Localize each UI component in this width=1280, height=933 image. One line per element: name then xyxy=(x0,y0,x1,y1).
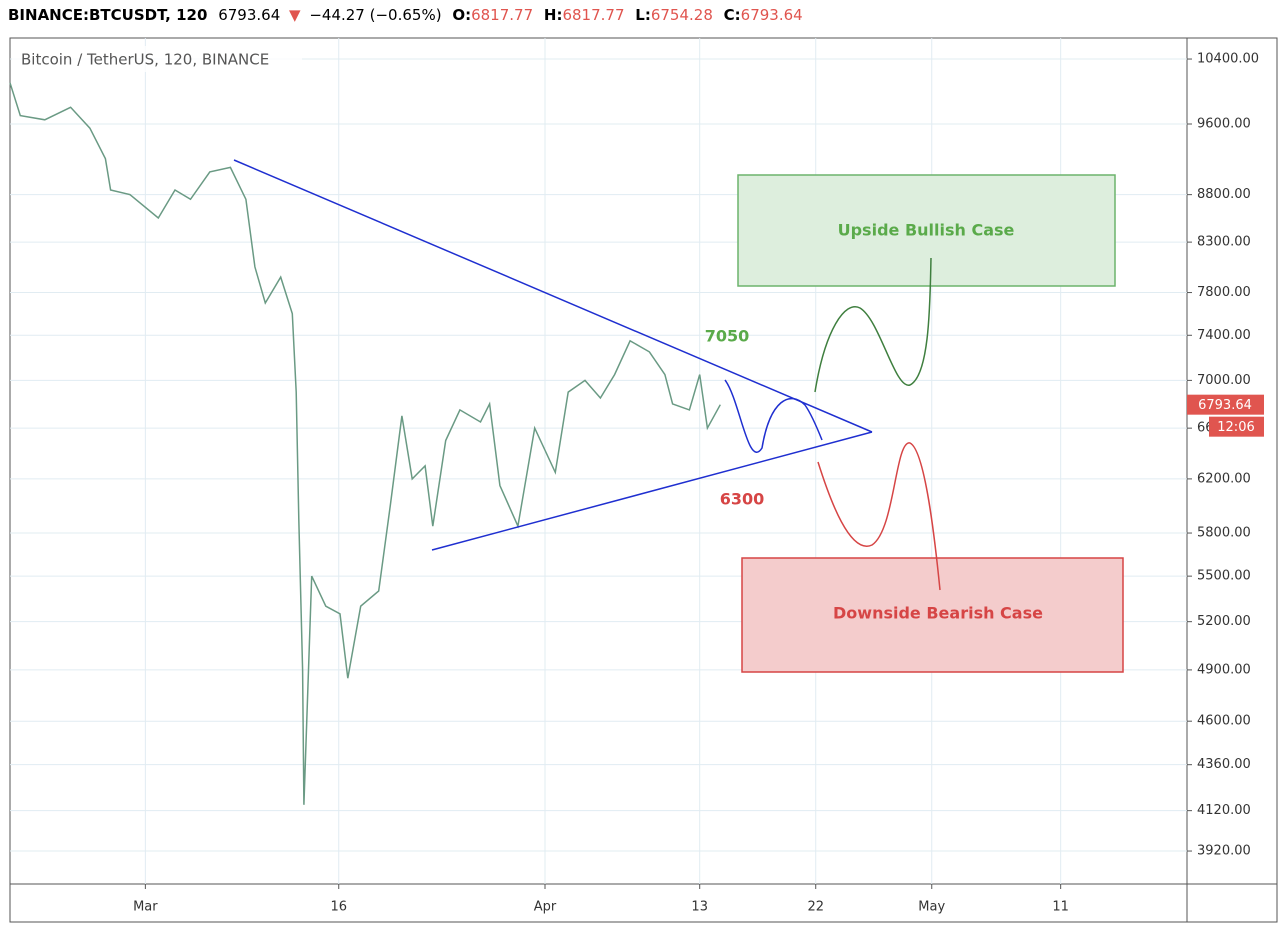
y-tick-label: 4900.00 xyxy=(1197,662,1251,677)
change: −44.27 (−0.65%) xyxy=(309,6,441,24)
y-tick-label: 4120.00 xyxy=(1197,803,1251,818)
bear-path xyxy=(817,442,941,591)
countdown-label: 12:06 xyxy=(1217,420,1254,435)
bull-path xyxy=(814,257,932,393)
y-tick-label: 7000.00 xyxy=(1197,373,1251,388)
x-tick-label: May xyxy=(918,900,945,915)
x-tick-label: 22 xyxy=(807,900,824,915)
low: 6754.28 xyxy=(651,6,713,24)
y-tick-label: 8800.00 xyxy=(1197,187,1251,202)
bear-case-label: Downside Bearish Case xyxy=(833,604,1043,623)
y-tick-label: 3920.00 xyxy=(1197,844,1251,859)
bull-level-label: 7050 xyxy=(705,327,750,346)
projection-path xyxy=(724,379,823,453)
title-bg xyxy=(12,46,302,72)
x-tick-label: Mar xyxy=(133,900,158,915)
high: 6817.77 xyxy=(562,6,624,24)
drawings: Upside Bullish Case Downside Bearish Cas… xyxy=(233,159,1124,673)
price: 6793.64 xyxy=(218,6,280,24)
x-tick-label: 13 xyxy=(691,900,708,915)
trend-line-upper xyxy=(233,159,873,433)
y-tick-label: 6200.00 xyxy=(1197,471,1251,486)
y-tick-label: 10400.00 xyxy=(1197,52,1259,67)
x-tick-label: Apr xyxy=(534,900,557,915)
y-tick-label: 8300.00 xyxy=(1197,235,1251,250)
y-tick-label: 9600.00 xyxy=(1197,117,1251,132)
y-tick-label: 5800.00 xyxy=(1197,526,1251,541)
y-tick-label: 4360.00 xyxy=(1197,757,1251,772)
last-price-label: 6793.64 xyxy=(1198,398,1252,413)
grid xyxy=(10,38,1187,884)
header: BINANCE:BTCUSDT, 120 6793.64 ▼ −44.27 (−… xyxy=(8,6,803,24)
open: 6817.77 xyxy=(471,6,533,24)
trend-line-lower xyxy=(431,431,873,551)
y-tick-label: 4600.00 xyxy=(1197,714,1251,729)
y-tick-label: 5500.00 xyxy=(1197,569,1251,584)
price-line xyxy=(9,82,721,805)
y-tick-label: 5200.00 xyxy=(1197,614,1251,629)
bear-level-label: 6300 xyxy=(720,490,765,509)
high-label: H: xyxy=(544,6,563,24)
countdown-box xyxy=(1209,416,1264,437)
x-tick-label: 16 xyxy=(330,900,347,915)
frame xyxy=(9,37,1278,923)
open-label: O: xyxy=(452,6,471,24)
bear-box xyxy=(741,557,1124,673)
symbol: BINANCE:BTCUSDT, 120 xyxy=(8,6,207,24)
y-tick-label: 7800.00 xyxy=(1197,285,1251,300)
last-price-box xyxy=(1187,394,1264,415)
chart-title: Bitcoin / TetherUS, 120, BINANCE xyxy=(21,51,269,69)
bull-case-label: Upside Bullish Case xyxy=(838,221,1015,240)
x-tick-label: 11 xyxy=(1052,900,1069,915)
close-label: C: xyxy=(724,6,741,24)
arrow: ▼ xyxy=(289,6,301,24)
y-tick-label: 7400.00 xyxy=(1197,328,1251,343)
close: 6793.64 xyxy=(741,6,803,24)
bull-box xyxy=(737,174,1116,287)
low-label: L: xyxy=(635,6,651,24)
